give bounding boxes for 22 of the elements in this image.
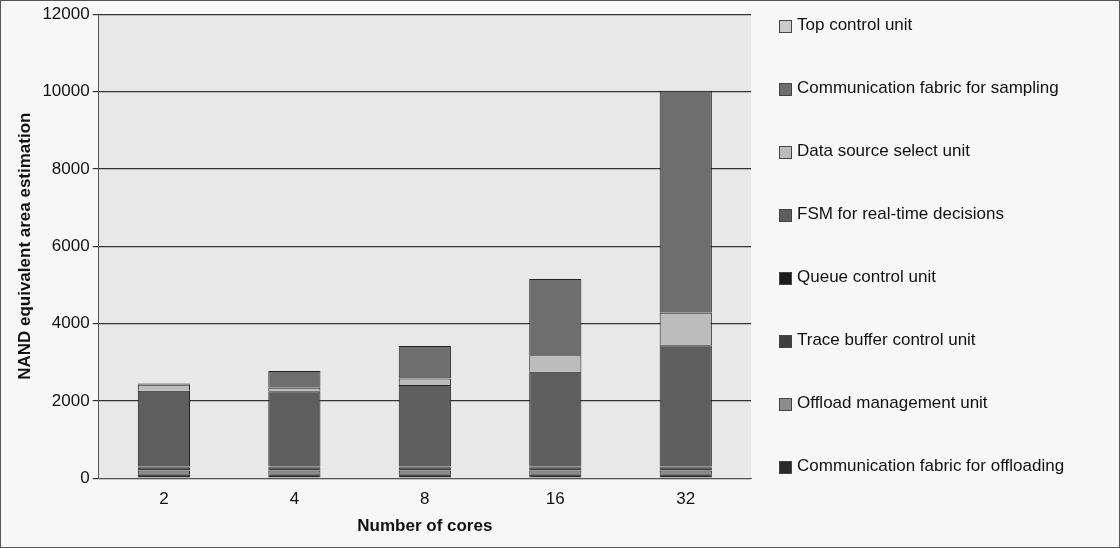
x-tick-label: 8 (420, 489, 430, 509)
legend-label: Data source select unit (797, 141, 970, 161)
y-tick-label: 6000 (51, 235, 90, 255)
legend-label: FSM for real-time decisions (797, 204, 1004, 224)
legend-label: Communication fabric for offloading (797, 456, 1065, 476)
y-axis-title: NAND equivalent area estimation (14, 112, 34, 380)
legend-label: Trace buffer control unit (797, 330, 976, 350)
legend-label: Offload management unit (797, 393, 988, 413)
x-tick-label: 32 (676, 489, 696, 509)
legend-label: Queue control unit (797, 267, 936, 287)
y-tick-label: 12000 (42, 3, 90, 23)
legend-label: Top control unit (797, 15, 913, 35)
x-tick-label: 2 (159, 489, 169, 509)
y-tick-label: 4000 (51, 313, 90, 333)
y-tick-label: 0 (80, 467, 90, 487)
x-axis-title: Number of cores (357, 516, 493, 536)
x-tick-label: 4 (289, 489, 300, 509)
y-tick-label: 10000 (42, 81, 90, 101)
y-tick-label: 8000 (51, 158, 90, 178)
x-tick-label: 16 (545, 489, 565, 509)
legend-label: Communication fabric for sampling (797, 78, 1059, 98)
y-tick-label: 2000 (51, 390, 90, 410)
